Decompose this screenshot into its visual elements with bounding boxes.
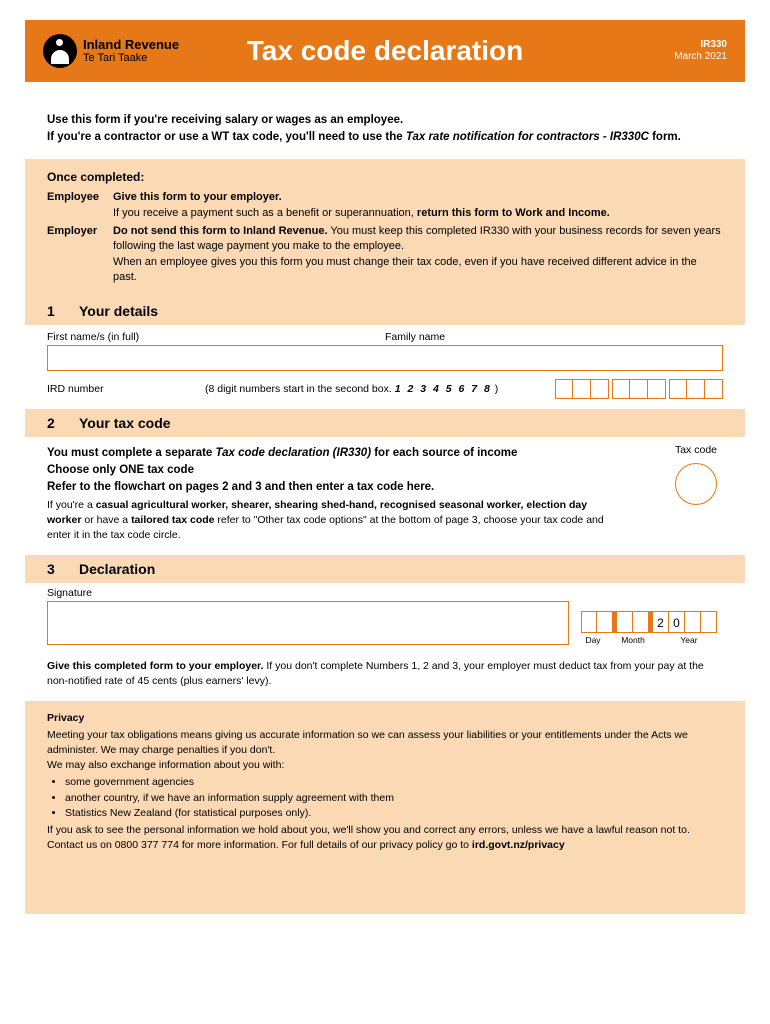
name-input[interactable] bbox=[47, 345, 723, 371]
header-bar: Inland Revenue Te Tari Taake Tax code de… bbox=[25, 20, 745, 82]
ird-label: IRD number bbox=[47, 383, 197, 395]
privacy-p3a: If you ask to see the personal informati… bbox=[47, 824, 690, 851]
section2-num: 2 bbox=[47, 415, 61, 431]
ird-close: ) bbox=[495, 383, 499, 395]
ir-logo-icon bbox=[43, 34, 77, 68]
employee-t1: Give this form to your employer. bbox=[113, 191, 282, 203]
employee-row: Employee Give this form to your employer… bbox=[47, 190, 723, 221]
section3-body: Signature 2 0 Day Month Year bbox=[25, 583, 745, 653]
date-sublabels: Day Month Year bbox=[575, 635, 723, 645]
section2-title: Your tax code bbox=[79, 415, 171, 431]
s2-l4a: If you're a bbox=[47, 499, 96, 511]
section3-title: Declaration bbox=[79, 561, 155, 577]
logo-text: Inland Revenue Te Tari Taake bbox=[83, 38, 179, 64]
year-d1: 2 bbox=[653, 611, 669, 633]
employer-t1a: Do not send this form to Inland Revenue. bbox=[113, 225, 328, 237]
s2-l4c: or have a bbox=[81, 514, 131, 526]
employer-label: Employer bbox=[47, 224, 113, 286]
s2-l4d: tailored tax code bbox=[131, 514, 214, 526]
form-page: Inland Revenue Te Tari Taake Tax code de… bbox=[25, 20, 745, 914]
section1-title: Your details bbox=[79, 303, 158, 319]
section2-body: You must complete a separate Tax code de… bbox=[25, 437, 745, 555]
privacy-p1: Meeting your tax obligations means givin… bbox=[47, 728, 723, 758]
s2-l1a: You must complete a separate bbox=[47, 447, 216, 459]
s2-l2: Choose only ONE tax code bbox=[47, 462, 607, 479]
tax-code-circle[interactable] bbox=[675, 463, 717, 505]
form-date: March 2021 bbox=[674, 51, 727, 63]
logo-block: Inland Revenue Te Tari Taake bbox=[43, 34, 179, 68]
section2-header: 2 Your tax code bbox=[25, 409, 745, 437]
logo-line1: Inland Revenue bbox=[83, 38, 179, 52]
s2-l1c: for each source of income bbox=[371, 447, 517, 459]
logo-line2: Te Tari Taake bbox=[83, 52, 179, 64]
after-signature-note: Give this completed form to your employe… bbox=[25, 653, 745, 700]
employer-row: Employer Do not send this form to Inland… bbox=[47, 224, 723, 286]
employer-text: Do not send this form to Inland Revenue.… bbox=[113, 224, 723, 286]
s2-l3: Refer to the flowchart on pages 2 and 3 … bbox=[47, 479, 607, 496]
ird-hint-text: (8 digit numbers start in the second box… bbox=[205, 383, 392, 395]
privacy-title: Privacy bbox=[47, 711, 723, 726]
section1-header: 1 Your details bbox=[25, 297, 745, 325]
privacy-p3: If you ask to see the personal informati… bbox=[47, 823, 723, 853]
once-completed-box: Once completed: Employee Give this form … bbox=[25, 159, 745, 297]
header-meta: IR330 March 2021 bbox=[674, 39, 727, 63]
after-sig-bold: Give this completed form to your employe… bbox=[47, 660, 263, 672]
privacy-b2: another country, if we have an informati… bbox=[65, 791, 723, 806]
signature-label: Signature bbox=[47, 587, 723, 599]
section3-header: 3 Declaration bbox=[25, 555, 745, 583]
section1-num: 1 bbox=[47, 303, 61, 319]
privacy-p3b: ird.govt.nz/privacy bbox=[472, 839, 565, 851]
privacy-list: some government agencies another country… bbox=[65, 775, 723, 821]
ird-example: 1 2 3 4 5 6 7 8 bbox=[395, 383, 492, 395]
year-d2: 0 bbox=[669, 611, 685, 633]
employer-t2: When an employee gives you this form you… bbox=[113, 256, 697, 283]
employee-t2a: If you receive a payment such as a benef… bbox=[113, 207, 417, 219]
ird-row: IRD number (8 digit numbers start in the… bbox=[47, 379, 723, 399]
date-group: 2 0 Day Month Year bbox=[575, 611, 723, 645]
year-label: Year bbox=[655, 635, 723, 645]
form-code: IR330 bbox=[674, 39, 727, 51]
s2-l1b: Tax code declaration (IR330) bbox=[216, 447, 372, 459]
employee-text: Give this form to your employer. If you … bbox=[113, 190, 723, 221]
month-label: Month bbox=[615, 635, 651, 645]
section2-main: You must complete a separate Tax code de… bbox=[47, 445, 607, 543]
intro-text: Use this form if you're receiving salary… bbox=[25, 82, 745, 159]
ird-boxes[interactable] bbox=[555, 379, 723, 399]
section1-body: First name/s (in full) Family name IRD n… bbox=[25, 325, 745, 409]
employee-label: Employee bbox=[47, 190, 113, 221]
tax-code-side: Tax code bbox=[675, 443, 717, 504]
date-boxes[interactable]: 2 0 bbox=[581, 611, 717, 633]
family-name-label: Family name bbox=[385, 331, 723, 343]
employee-t2b: return this form to Work and Income. bbox=[417, 207, 610, 219]
signature-box[interactable] bbox=[47, 601, 569, 645]
tax-code-label: Tax code bbox=[675, 443, 717, 458]
intro-line2c: form. bbox=[649, 131, 681, 143]
privacy-box: Privacy Meeting your tax obligations mea… bbox=[25, 701, 745, 914]
ird-hint: (8 digit numbers start in the second box… bbox=[205, 383, 547, 395]
first-name-label: First name/s (in full) bbox=[47, 331, 385, 343]
once-completed-title: Once completed: bbox=[47, 169, 723, 186]
intro-line2a: If you're a contractor or use a WT tax c… bbox=[47, 131, 406, 143]
section3-num: 3 bbox=[47, 561, 61, 577]
privacy-p2: We may also exchange information about y… bbox=[47, 758, 723, 773]
privacy-b1: some government agencies bbox=[65, 775, 723, 790]
signature-row: 2 0 Day Month Year bbox=[47, 601, 723, 645]
day-label: Day bbox=[575, 635, 611, 645]
intro-line2b: Tax rate notification for contractors - … bbox=[406, 131, 649, 143]
intro-line1: Use this form if you're receiving salary… bbox=[47, 114, 403, 126]
privacy-b3: Statistics New Zealand (for statistical … bbox=[65, 806, 723, 821]
